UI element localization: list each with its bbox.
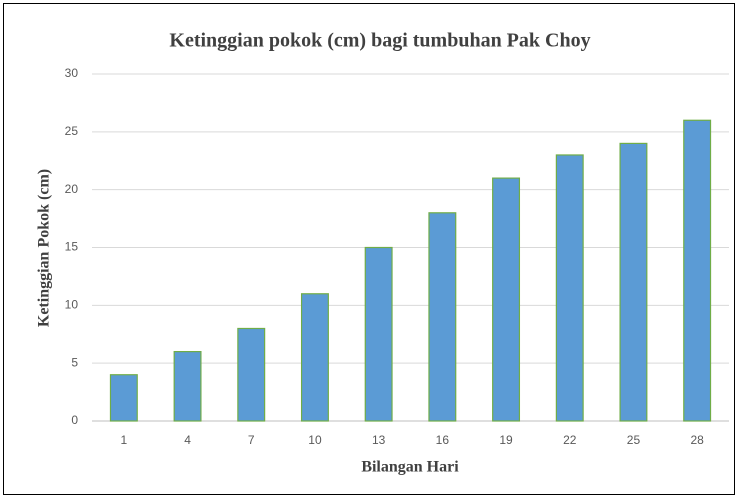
x-tick-label: 28 (690, 433, 704, 447)
chart-title: Ketinggian pokok (cm) bagi tumbuhan Pak … (169, 30, 590, 52)
y-tick-label: 10 (65, 298, 79, 312)
bar (173, 351, 202, 422)
x-tick-label: 22 (563, 433, 577, 447)
bar (237, 327, 266, 422)
bar (619, 142, 648, 422)
y-tick-label: 20 (65, 182, 79, 196)
bar (428, 212, 457, 422)
bar (109, 374, 138, 422)
x-tick-label: 25 (627, 433, 641, 447)
y-tick-label: 25 (65, 124, 79, 138)
bar (555, 154, 584, 422)
x-axis-label: Bilangan Hari (361, 459, 459, 476)
bar (683, 119, 712, 422)
x-tick-label: 4 (184, 433, 191, 447)
y-tick-label: 5 (71, 355, 78, 369)
bar (492, 177, 521, 422)
x-tick-label: 10 (308, 433, 322, 447)
y-tick-label: 15 (65, 240, 79, 254)
x-tick-label: 16 (436, 433, 450, 447)
bar (300, 293, 329, 422)
x-tick-label: 7 (248, 433, 255, 447)
y-tick-label: 30 (65, 66, 79, 80)
y-axis-label: Ketinggian Pokok (cm) (36, 169, 53, 327)
x-tick-label: 13 (372, 433, 386, 447)
y-tick-label: 0 (71, 413, 78, 427)
bar (364, 246, 393, 422)
x-tick-label: 19 (499, 433, 513, 447)
x-tick-label: 1 (121, 433, 128, 447)
